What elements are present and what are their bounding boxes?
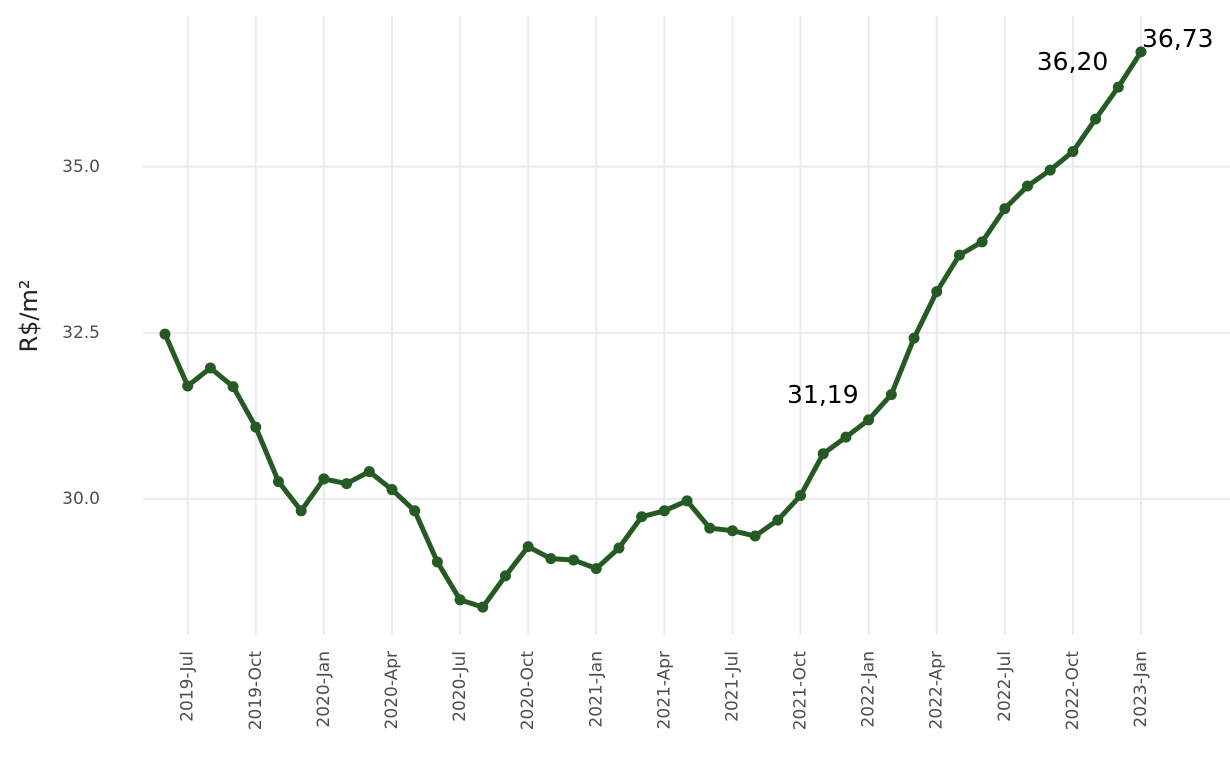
point	[840, 431, 852, 443]
point	[409, 505, 421, 517]
y-axis-label: R$/m²	[15, 279, 43, 352]
point	[386, 484, 398, 496]
point	[772, 514, 784, 526]
x-tick-label: 2020-Jul	[450, 651, 470, 722]
point	[477, 601, 489, 613]
data-label: 36,20	[1037, 47, 1109, 76]
point	[545, 553, 557, 565]
x-tick-label: 2020-Oct	[518, 651, 538, 731]
point	[227, 381, 239, 393]
point	[590, 563, 602, 575]
x-tick-label: 2021-Oct	[791, 651, 811, 731]
x-tick-label: 2019-Jul	[178, 651, 198, 722]
point	[658, 505, 670, 517]
y-tick-label: 30.0	[62, 489, 100, 509]
point	[863, 414, 875, 426]
x-tick-label: 2022-Apr	[927, 651, 947, 729]
point	[726, 525, 738, 537]
point	[204, 362, 216, 374]
point	[817, 448, 829, 460]
x-tick-label: 2022-Oct	[1063, 651, 1083, 731]
point	[613, 542, 625, 554]
point	[931, 286, 943, 298]
x-tick-label: 2020-Apr	[382, 651, 402, 729]
point	[1022, 180, 1034, 192]
point	[431, 556, 443, 568]
data-label: 31,19	[787, 380, 859, 409]
point	[454, 594, 466, 606]
point	[272, 476, 284, 488]
data-label: 36,73	[1142, 24, 1214, 53]
point	[953, 249, 965, 261]
point	[341, 478, 353, 490]
point	[749, 530, 761, 542]
point	[318, 473, 330, 485]
point	[1067, 146, 1079, 158]
point	[999, 203, 1011, 215]
point	[1090, 113, 1102, 125]
point	[182, 380, 194, 392]
point	[499, 570, 511, 582]
point	[159, 328, 171, 340]
point	[250, 421, 262, 433]
y-tick-label: 35.0	[62, 157, 100, 177]
line	[162, 50, 1144, 610]
x-tick-label: 2019-Oct	[246, 651, 266, 731]
point	[636, 511, 648, 523]
x-tick-label: 2022-Jan	[859, 651, 879, 728]
point	[976, 236, 988, 248]
point	[681, 495, 693, 507]
point	[568, 554, 580, 566]
point	[885, 389, 897, 401]
point	[295, 505, 307, 517]
point	[1135, 46, 1147, 58]
x-tick-label: 2023-Jan	[1131, 651, 1151, 728]
y-tick-label: 32.5	[62, 323, 100, 343]
x-tick-label: 2020-Jan	[314, 651, 334, 728]
x-tick-label: 2022-Jul	[995, 651, 1015, 722]
point	[522, 541, 534, 553]
point	[795, 490, 807, 502]
x-tick-label: 2021-Apr	[654, 651, 674, 729]
point	[704, 522, 716, 534]
x-tick-label: 2021-Jan	[586, 651, 606, 728]
point	[363, 466, 375, 478]
point	[908, 332, 920, 344]
point	[1044, 164, 1056, 176]
point	[1112, 81, 1124, 93]
x-tick-label: 2021-Jul	[722, 651, 742, 722]
